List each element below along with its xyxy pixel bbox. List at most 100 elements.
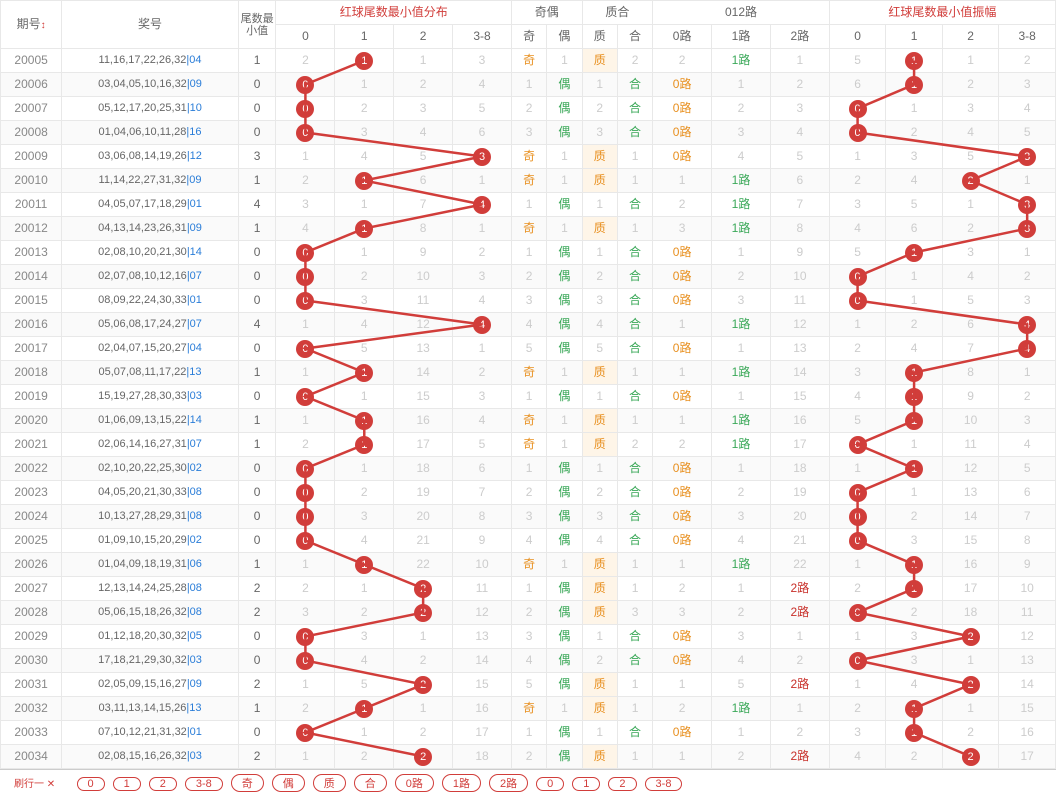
cell-zh: 合: [617, 721, 652, 745]
cell-zh: 合: [617, 313, 652, 337]
cell-dist: 1: [335, 457, 394, 481]
cell-dist: 6: [453, 121, 512, 145]
cell-zh: 质: [582, 49, 617, 73]
cell-zh: 质: [582, 577, 617, 601]
cell-zh: 1: [617, 745, 652, 769]
cell-zf: 1: [829, 457, 886, 481]
cell-zh: 2: [582, 649, 617, 673]
cell-qo: 偶: [547, 265, 582, 289]
cell-dist: 12: [453, 601, 512, 625]
cell-zf: 1: [999, 241, 1056, 265]
dist-0: 0: [276, 25, 335, 49]
cell-jianghao: 01,06,09,13,15,22|14: [62, 409, 239, 433]
cell-sm: 1: [238, 49, 276, 73]
cell-012: 2: [770, 649, 829, 673]
cell-dist: 1: [453, 169, 512, 193]
filter-btn[interactable]: 0: [536, 777, 564, 791]
cell-qo: 偶: [547, 385, 582, 409]
cell-zh: 合: [617, 481, 652, 505]
filter-btn[interactable]: 2路: [489, 774, 528, 792]
qo-even: 偶: [547, 25, 582, 49]
cell-jianghao: 05,06,08,17,24,27|07: [62, 313, 239, 337]
zf-3: 3-8: [999, 25, 1056, 49]
cell-012: 1: [712, 337, 771, 361]
cell-zf: 2: [942, 721, 999, 745]
cell-012: 2: [712, 97, 771, 121]
zf-2: 2: [942, 25, 999, 49]
col-sm: 尾数最小值: [238, 1, 276, 49]
cell-012: 3: [712, 625, 771, 649]
cell-dist: 1: [335, 169, 394, 193]
cell-zh: 2: [582, 97, 617, 121]
cell-zh: 合: [617, 97, 652, 121]
cell-zf: 7: [999, 505, 1056, 529]
cell-sm: 2: [238, 601, 276, 625]
cell-dist: 17: [453, 721, 512, 745]
cell-jianghao: 05,07,08,11,17,22|13: [62, 361, 239, 385]
filter-btn[interactable]: 0路: [395, 774, 434, 792]
cell-qo: 偶: [547, 289, 582, 313]
cell-012: 4: [712, 529, 771, 553]
cell-dist: 0: [276, 625, 335, 649]
cell-zf: 1: [886, 73, 943, 97]
filter-btn[interactable]: 奇: [231, 774, 264, 792]
cell-qo: 2: [511, 265, 546, 289]
cell-dist: 16: [453, 697, 512, 721]
filter-btn[interactable]: 2: [608, 777, 636, 791]
filter-btn[interactable]: 3-8: [185, 777, 223, 791]
cell-zh: 合: [617, 649, 652, 673]
filter-btn[interactable]: 3-8: [645, 777, 683, 791]
filter-btn[interactable]: 1路: [442, 774, 481, 792]
cell-sm: 0: [238, 649, 276, 673]
cell-sm: 0: [238, 289, 276, 313]
cell-sm: 0: [238, 121, 276, 145]
cell-zh: 质: [582, 745, 617, 769]
cell-qihao: 20008: [1, 121, 62, 145]
filter-btn[interactable]: 偶: [272, 774, 305, 792]
cell-012: 1路: [712, 433, 771, 457]
cell-zf: 1: [999, 361, 1056, 385]
cell-dist: 4: [453, 313, 512, 337]
cell-dist: 2: [394, 577, 453, 601]
cell-zh: 质: [582, 601, 617, 625]
cell-sm: 0: [238, 721, 276, 745]
filter-btn[interactable]: 1: [113, 777, 141, 791]
cell-zf: 0: [829, 289, 886, 313]
filter-btn[interactable]: 2: [149, 777, 177, 791]
cell-dist: 4: [335, 313, 394, 337]
cell-qihao: 20022: [1, 457, 62, 481]
cell-dist: 5: [335, 337, 394, 361]
cell-zf: 5: [886, 193, 943, 217]
cell-012: 16: [770, 409, 829, 433]
cell-zf: 1: [886, 409, 943, 433]
lottery-trend-table: 期号↕ 奖号 尾数最小值 红球尾数最小值分布 奇偶 质合 012路 红球尾数最小…: [0, 0, 1056, 769]
filter-btn[interactable]: 合: [354, 774, 387, 792]
filter-btn[interactable]: 质: [313, 774, 346, 792]
cell-zf: 0: [829, 649, 886, 673]
table-row: 2002901,12,18,20,30,32|050031133偶1合0路311…: [1, 625, 1056, 649]
filter-btn[interactable]: 0: [77, 777, 105, 791]
col-qihao[interactable]: 期号↕: [1, 1, 62, 49]
cell-zf: 2: [829, 697, 886, 721]
cell-sm: 1: [238, 553, 276, 577]
cell-dist: 2: [276, 577, 335, 601]
cell-zf: 10: [942, 409, 999, 433]
cell-012: 14: [770, 361, 829, 385]
cell-qihao: 20015: [1, 289, 62, 313]
cell-qo: 1: [511, 193, 546, 217]
cell-zh: 质: [582, 361, 617, 385]
cell-zf: 2: [886, 121, 943, 145]
cell-zf: 2: [942, 745, 999, 769]
cell-dist: 1: [335, 409, 394, 433]
cell-zf: 1: [829, 313, 886, 337]
foot-label[interactable]: 刷行一 ✕: [4, 775, 65, 790]
cell-dist: 4: [394, 121, 453, 145]
table-row: 2001402,07,08,10,12,16|070021032偶2合0路210…: [1, 265, 1056, 289]
cell-zh: 1: [617, 169, 652, 193]
cell-zf: 4: [886, 169, 943, 193]
cell-dist: 3: [453, 385, 512, 409]
cell-qo: 2: [511, 481, 546, 505]
cell-dist: 2: [394, 673, 453, 697]
cell-sm: 0: [238, 385, 276, 409]
filter-btn[interactable]: 1: [572, 777, 600, 791]
